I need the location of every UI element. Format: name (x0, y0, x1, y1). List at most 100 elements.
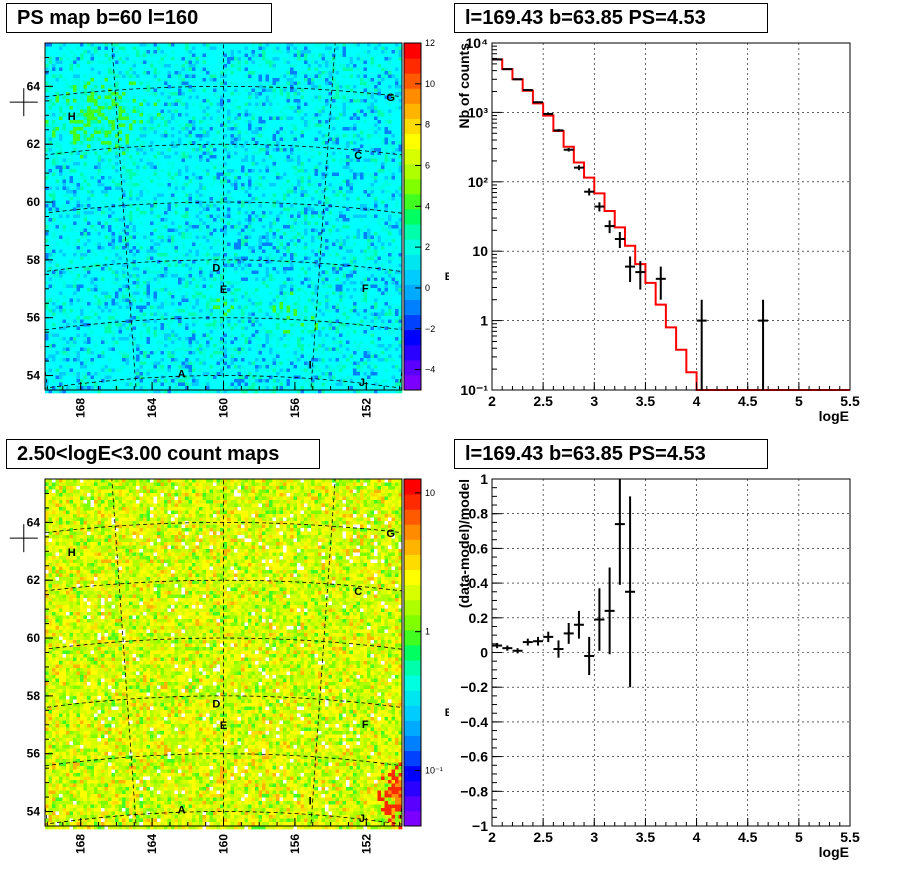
heatmap-cell (272, 64, 277, 68)
heatmap-cell (391, 46, 396, 51)
heatmap-cell (304, 165, 308, 170)
heatmap-cell (174, 116, 179, 121)
heatmap-cell (59, 74, 63, 79)
heatmap-cell (237, 71, 242, 75)
heatmap-cell (395, 102, 399, 107)
heatmap-cell (304, 127, 308, 131)
heatmap-cell (55, 158, 60, 163)
heatmap-cell (230, 50, 235, 54)
heatmap-cell (69, 60, 74, 65)
heatmap-cell (300, 116, 305, 121)
heatmap-cell (286, 50, 291, 54)
heatmap-cell (69, 190, 74, 194)
heatmap-cell (220, 179, 224, 184)
heatmap-cell (216, 113, 221, 117)
heatmap-cell (118, 109, 123, 114)
heatmap-cell (45, 141, 49, 145)
heatmap-cell (262, 137, 266, 142)
heatmap-cell (321, 141, 326, 145)
heatmap-cell (157, 204, 161, 208)
heatmap-cell (178, 165, 182, 170)
heatmap-cell (206, 92, 210, 96)
heatmap-cell (83, 134, 88, 138)
heatmap-cell (213, 148, 217, 152)
heatmap-cell (171, 197, 175, 201)
heatmap-cell (97, 165, 102, 170)
heatmap-cell (139, 106, 144, 110)
heatmap-cell (230, 141, 235, 145)
heatmap-cell (311, 162, 315, 166)
heatmap-cell (171, 165, 175, 170)
heatmap-cell (94, 179, 98, 184)
heatmap-cell (367, 211, 371, 215)
heatmap-cell (391, 67, 396, 72)
heatmap-cell (321, 123, 326, 128)
heatmap-cell (328, 127, 333, 131)
heatmap-cell (59, 67, 63, 72)
heatmap-cell (370, 158, 375, 163)
heatmap-cell (220, 148, 224, 152)
heatmap-cell (213, 186, 217, 191)
heatmap-cell (83, 53, 88, 58)
heatmap-cell (118, 78, 123, 82)
heatmap-cell (377, 88, 382, 93)
heatmap-cell (255, 113, 259, 117)
heatmap-cell (367, 148, 371, 152)
heatmap-cell (363, 176, 368, 180)
heatmap-cell (150, 130, 154, 135)
heatmap-cell (318, 204, 322, 208)
heatmap-cell (94, 169, 98, 173)
heatmap-cell (220, 144, 224, 149)
heatmap-cell (206, 137, 210, 142)
heatmap-cell (111, 207, 116, 212)
heatmap-cell (87, 127, 91, 131)
heatmap-cell (360, 127, 364, 131)
heatmap-cell (202, 106, 207, 110)
heatmap-cell (388, 116, 392, 121)
heatmap-cell (125, 74, 130, 79)
heatmap-cell (171, 211, 175, 215)
heatmap-cell (174, 134, 179, 138)
heatmap-cell (255, 92, 259, 96)
heatmap-cell (262, 81, 266, 86)
heatmap-cell (255, 123, 259, 128)
heatmap-cell (90, 144, 95, 149)
heatmap-cell (181, 151, 186, 156)
heatmap-cell (171, 95, 175, 100)
heatmap-cell (360, 200, 364, 205)
heatmap-cell (94, 116, 98, 121)
heatmap-cell (87, 120, 91, 124)
heatmap-cell (223, 134, 228, 138)
heatmap-cell (293, 211, 298, 215)
heatmap-cell (178, 151, 182, 156)
heatmap-cell (391, 179, 396, 184)
heatmap-cell (241, 200, 245, 205)
heatmap-cell (307, 46, 312, 51)
heatmap-cell (45, 130, 49, 135)
heatmap-cell (139, 158, 144, 163)
heatmap-cell (223, 109, 228, 114)
heatmap-cell (164, 67, 168, 72)
heatmap-cell (132, 123, 137, 128)
heatmap-cell (55, 50, 60, 54)
heatmap-cell (87, 67, 91, 72)
heatmap-cell (248, 64, 252, 68)
heatmap-cell (377, 204, 382, 208)
heatmap-cell (118, 130, 123, 135)
heatmap-cell (276, 64, 280, 68)
heatmap-cell (66, 71, 70, 75)
heatmap-cell (251, 169, 256, 173)
heatmap-cell (300, 165, 305, 170)
heatmap-cell (384, 102, 389, 107)
heatmap-cell (269, 172, 273, 177)
heatmap-cell (227, 74, 231, 79)
heatmap-cell (83, 99, 88, 103)
heatmap-cell (388, 151, 392, 156)
heatmap-cell (342, 151, 347, 156)
heatmap-cell (276, 204, 280, 208)
heatmap-cell (181, 207, 186, 212)
heatmap-cell (104, 179, 109, 184)
heatmap-cell (55, 85, 60, 89)
heatmap-cell (69, 193, 74, 198)
heatmap-cell (97, 102, 102, 107)
